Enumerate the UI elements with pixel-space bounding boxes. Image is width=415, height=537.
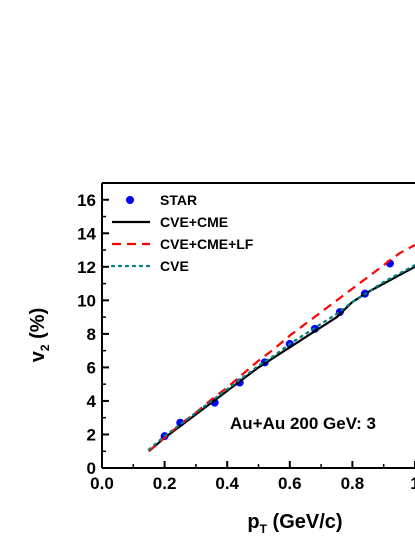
x-tick-label: 0.8	[341, 474, 365, 493]
legend-marker	[126, 196, 134, 204]
y-tick-label: 2	[87, 425, 96, 444]
y-tick-label: 8	[87, 325, 96, 344]
y-tick-label: 14	[77, 224, 96, 243]
y-tick-label: 4	[87, 392, 97, 411]
x-tick-label: 0.0	[90, 474, 114, 493]
y-tick-label: 10	[77, 291, 96, 310]
y-axis-label-sub: 2	[38, 344, 52, 351]
axes: 0 2 4 6 8 10 12 14 16 0.0 0.2 0.4 0.6 0.8 1	[77, 182, 415, 493]
x-tick-label: 0.2	[153, 474, 177, 493]
legend: STAR CVE+CME CVE+CME+LF CVE	[110, 192, 254, 274]
x-tick-label: 1	[410, 474, 415, 493]
x-axis-label-main: p	[247, 511, 259, 533]
y-tick-label: 12	[77, 258, 96, 277]
y-tick-label: 16	[77, 191, 96, 210]
y-tick-label: 0	[87, 459, 96, 478]
annotation: Au+Au 200 GeV: 3	[230, 414, 376, 433]
legend-label: CVE	[160, 258, 189, 274]
legend-label: CVE+CME+LF	[160, 236, 254, 252]
y-axis-label-rest: (%)	[27, 308, 49, 345]
y-tick-label: 6	[87, 358, 96, 377]
y-axis-label-main: v	[27, 350, 49, 362]
x-tick-label: 0.4	[215, 474, 239, 493]
x-tick-label: 0.6	[278, 474, 302, 493]
x-axis-label-rest: (GeV/c)	[267, 511, 343, 533]
legend-label: STAR	[160, 192, 197, 208]
legend-label: CVE+CME	[160, 214, 228, 230]
series-line-cve-cme-lf	[148, 244, 415, 453]
series-layer	[147, 244, 415, 453]
series-line-cve	[147, 264, 415, 451]
y-axis-label: v2 (%)	[27, 308, 52, 362]
x-axis-label-sub: T	[260, 522, 268, 536]
x-axis-label: pT (GeV/c)	[247, 511, 342, 536]
